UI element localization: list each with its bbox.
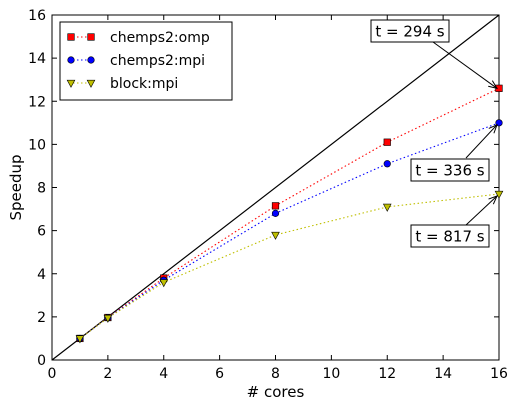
x-tick-label: 10 [322,366,340,382]
annotation-label: t = 294 s [375,23,444,41]
y-tick-label: 12 [28,94,46,110]
legend-label-block-mpi: block:mpi [110,76,178,92]
annotation-label: t = 336 s [415,162,484,180]
ticks-group: 0 2 4 6 8 10 12 14 16 0 2 4 6 8 10 12 14 16 [28,8,508,382]
legend-label-chemps2-omp: chemps2:omp [110,30,210,46]
x-axis-title: # cores [247,383,305,401]
data-point-block-mpi-12 [382,203,392,212]
y-tick-label: 14 [28,51,46,67]
data-point-chemps2-mpi-8 [271,209,280,217]
annotation-arrow [465,124,498,159]
y-tick-label: 2 [37,310,46,326]
series-group [75,84,504,344]
annotations-group: t = 294 s t = 336 s t = 817 s [370,19,499,248]
legend-marker-chemps2-mpi [87,56,95,64]
data-point-block-mpi-8 [271,231,280,240]
annotation-box [370,19,450,43]
annotation-arrow [465,195,498,226]
annotation-arrowhead [488,123,498,134]
annotation-label: t = 817 s [415,228,484,246]
annotation-arrow [432,41,498,89]
legend-marker-chemps2-omp [87,33,95,41]
y-tick-label: 16 [28,8,46,24]
x-tick-label: 0 [48,366,57,382]
x-tick-label: 16 [490,366,508,382]
data-point-block-mpi-16 [494,190,504,199]
y-tick-label: 0 [37,353,46,369]
y-axis-title: Speedup [7,154,25,220]
legend-marker-chemps2-omp [67,33,75,41]
annotation-box [410,158,490,182]
series-line-chemps2-omp [79,87,500,339]
x-tick-label: 8 [271,366,280,382]
legend-marker-block-mpi [86,79,96,88]
legend-marker-chemps2-mpi [67,56,75,64]
annotation-arrowhead [488,80,499,90]
y-tick-label: 10 [28,137,46,153]
x-tick-label: 14 [434,366,452,382]
ideal-line-group [51,14,500,361]
y-tick-label: 4 [37,267,46,283]
x-tick-label: 4 [159,366,168,382]
data-point-chemps2-omp-12 [383,138,391,146]
x-tick-label: 12 [378,366,396,382]
annotation-box [410,224,490,248]
data-point-block-mpi-2 [103,314,113,323]
y-tick-label: 8 [37,181,46,197]
data-point-chemps2-omp-8 [271,202,280,210]
y-tick-label: 6 [37,224,46,240]
x-tick-label: 2 [103,366,112,382]
data-point-chemps2-mpi-12 [383,160,391,168]
annotation-arrowhead [488,195,498,205]
series-line-block-mpi [79,193,500,339]
data-point-block-mpi-1 [75,335,85,344]
legend: chemps2:omp chemps2:mpi block:mpi [59,21,233,101]
data-point-block-mpi-4 [159,279,169,288]
legend-marker-block-mpi [66,79,76,88]
legend-label-chemps2-mpi: chemps2:mpi [110,53,205,69]
ideal-speedup-line [51,14,500,361]
x-tick-label: 6 [215,366,224,382]
